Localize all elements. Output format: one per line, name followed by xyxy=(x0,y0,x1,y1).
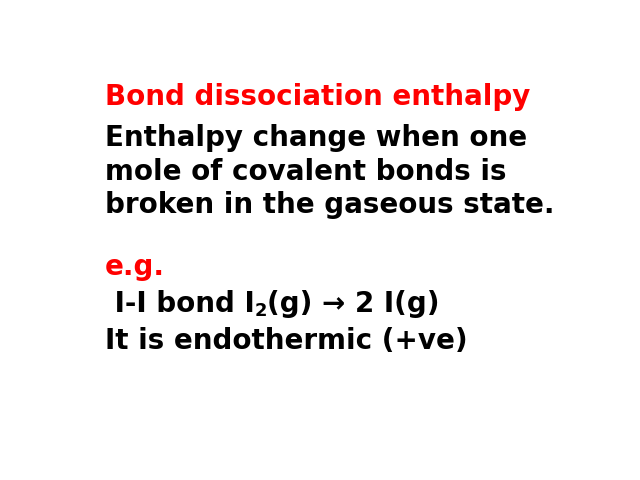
Text: e.g.: e.g. xyxy=(105,253,165,281)
Text: 2: 2 xyxy=(255,301,267,320)
Text: Bond dissociation enthalpy: Bond dissociation enthalpy xyxy=(105,84,530,111)
Text: I-I bond I: I-I bond I xyxy=(105,290,255,318)
Text: (g) → 2 I(g): (g) → 2 I(g) xyxy=(267,290,440,318)
Text: Enthalpy change when one
mole of covalent bonds is
broken in the gaseous state.: Enthalpy change when one mole of covalen… xyxy=(105,124,554,219)
Text: It is endothermic (+ve): It is endothermic (+ve) xyxy=(105,327,467,355)
